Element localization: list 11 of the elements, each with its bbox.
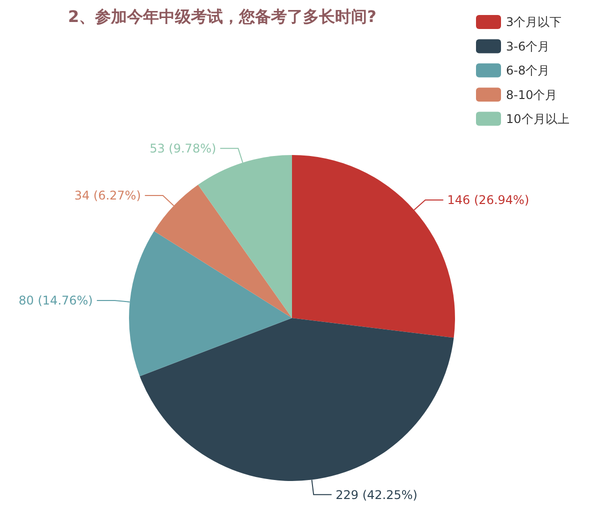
legend-label: 8-10个月 <box>506 88 558 102</box>
legend-label: 6-8个月 <box>506 64 550 78</box>
legend-label: 3个月以下 <box>506 15 562 30</box>
data-label: 146 (26.94%) <box>447 193 530 208</box>
data-label: 34 (6.27%) <box>74 188 141 203</box>
chart-title: 2、参加今年中级考试，您备考了多长时间? <box>68 7 376 26</box>
data-label: 80 (14.76%) <box>18 294 93 308</box>
legend-label: 3-6个月 <box>506 39 550 54</box>
legend-label: 10个月以上 <box>506 112 570 126</box>
data-label: 53 (9.78%) <box>150 142 216 156</box>
data-label: 229 (42.25%) <box>336 488 418 502</box>
